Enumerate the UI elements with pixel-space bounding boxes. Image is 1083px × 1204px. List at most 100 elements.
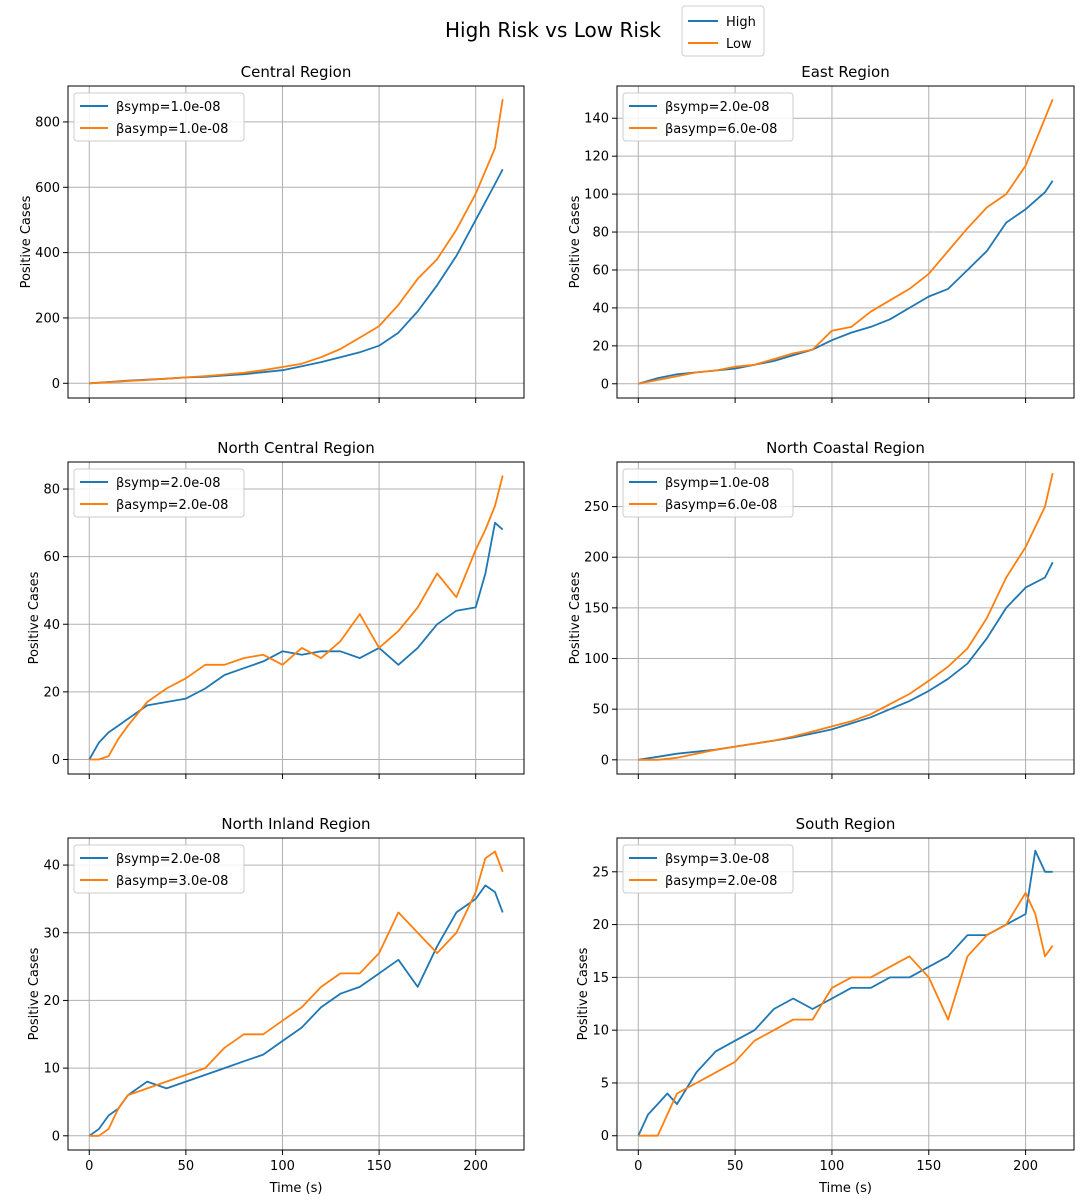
subplot-legend: βsymp=2.0e-08 βasymp=2.0e-08 [73,468,245,518]
axes-frame [616,837,1075,1151]
y-tick-label: 5 [601,1076,609,1091]
subplot-legend-label: βsymp=1.0e-08 [116,100,220,115]
x-tick-label: 200 [463,1159,488,1174]
series-line-high [88,884,504,1137]
y-tick-label: 60 [592,263,609,278]
y-axis-label: Positive Cases [576,947,591,1040]
series-line-high [638,180,1054,385]
y-tick-label: 15 [592,971,609,986]
x-axis-label: Time (s) [269,1181,323,1196]
y-axis-label: Positive Cases [27,571,42,664]
subplot-6: 0 50 100 150 200 0 5 10 15 20 25 South Region Positi… [576,815,1075,1196]
subplot-legend-label: βsymp=2.0e-08 [116,852,220,867]
x-tick-label: 50 [727,1159,744,1174]
axes-frame [67,837,525,1151]
y-tick-label: 150 [584,601,609,616]
figure-legend: High Low [681,5,765,57]
legend-high-label: High [726,15,756,30]
y-tick-label: 200 [35,311,60,326]
y-tick-label: 100 [584,652,609,667]
y-tick-label: 40 [43,618,60,633]
subplot-legend-label: βasymp=2.0e-08 [116,498,228,513]
y-tick-label: 250 [584,500,609,515]
subplot-legend-label: βsymp=1.0e-08 [665,476,769,491]
axes-frame [616,85,1075,399]
subplot-legend-box [622,844,794,894]
y-tick-label: 60 [43,550,60,565]
y-tick-label: 10 [43,1062,60,1077]
series-line-low [638,472,1054,761]
subplot-title: North Central Region [217,439,374,457]
y-tick-label: 25 [592,865,609,880]
y-tick-label: 50 [592,703,609,718]
figure-legend-box [681,5,765,57]
x-tick-label: 100 [270,1159,295,1174]
y-tick-label: 140 [584,112,609,127]
subplot-legend-label: βasymp=1.0e-08 [116,122,228,137]
subplot-legend: βsymp=1.0e-08 βasymp=1.0e-08 [73,92,245,142]
y-tick-label: 0 [52,377,60,392]
y-tick-label: 80 [592,226,609,241]
subplot-legend-label: βasymp=6.0e-08 [665,498,777,513]
subplot-legend: βsymp=3.0e-08 βasymp=2.0e-08 [622,844,794,894]
x-tick-label: 50 [178,1159,195,1174]
y-tick-label: 600 [35,181,60,196]
y-tick-label: 20 [43,685,60,700]
figure-title: High Risk vs Low Risk [445,18,661,42]
y-tick-label: 400 [35,246,60,261]
series-line-low [89,850,504,1137]
y-tick-label: 40 [43,859,60,874]
y-tick-label: 0 [601,1129,609,1144]
subplot-legend: βsymp=2.0e-08 βasymp=6.0e-08 [622,92,794,142]
subplot-legend-label: βasymp=2.0e-08 [665,874,777,889]
axes-frame [67,85,525,399]
subplot-legend-label: βasymp=6.0e-08 [665,122,777,137]
subplot-5: 0 50 100 150 200 0 10 20 30 40 North Inland Region… [27,815,525,1196]
y-tick-label: 30 [43,926,60,941]
y-tick-label: 800 [35,115,60,130]
subplot-4: 0 50 100 150 200 250 North Coastal Region Posit… [568,439,1075,779]
subplot-title: Central Region [241,63,352,81]
x-tick-label: 0 [634,1159,642,1174]
x-axis-label: Time (s) [818,1181,872,1196]
y-tick-label: 0 [601,377,609,392]
subplot-title: South Region [796,815,896,833]
axes-frame [67,461,525,775]
x-tick-label: 100 [820,1159,845,1174]
series-line-low [638,892,1054,1137]
y-tick-label: 0 [601,753,609,768]
y-tick-label: 10 [592,1024,609,1039]
subplot-legend: βsymp=1.0e-08 βasymp=6.0e-08 [622,468,794,518]
subplot-legend-box [73,92,245,142]
legend-low-label: Low [726,37,752,52]
axes-frame [616,461,1075,775]
subplot-title: North Inland Region [221,815,370,833]
series-line-low [89,475,504,761]
series-line-high [638,561,1054,761]
y-axis-label: Positive Cases [27,947,42,1040]
y-tick-label: 80 [43,483,60,498]
series-line-low [638,98,1054,385]
subplot-legend-box [73,844,245,894]
series-line-low [89,98,504,385]
subplot-3: 0 20 40 60 80 North Central Region Positive Ca… [27,439,525,779]
subplot-legend-box [73,468,245,518]
y-tick-label: 20 [43,994,60,1009]
y-tick-label: 100 [584,188,609,203]
y-tick-label: 120 [584,150,609,165]
subplot-legend-box [622,92,794,142]
y-axis-label: Positive Cases [568,571,583,664]
x-tick-label: 0 [85,1159,93,1174]
subplot-legend-label: βasymp=3.0e-08 [116,874,228,889]
subplot-title: East Region [801,63,889,81]
subplot-2: 0 20 40 60 80 100 120 140 East Region Positive Ca… [568,63,1075,403]
y-tick-label: 200 [584,551,609,566]
y-tick-label: 0 [52,753,60,768]
y-axis-label: Positive Cases [19,195,34,288]
y-tick-label: 20 [592,339,609,354]
y-tick-label: 0 [52,1129,60,1144]
subplot-title: North Coastal Region [766,439,925,457]
subplot-legend-label: βsymp=2.0e-08 [116,476,220,491]
